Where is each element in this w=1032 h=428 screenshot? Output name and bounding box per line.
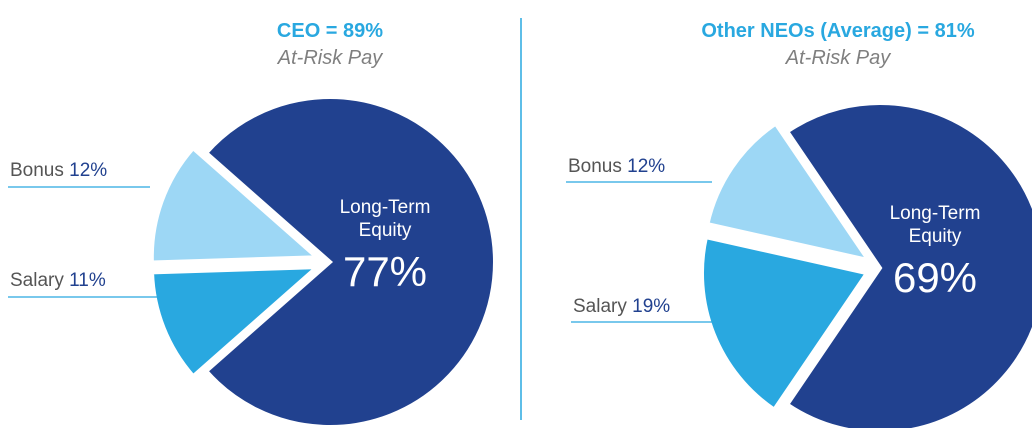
value-label: 19% — [632, 296, 671, 317]
pie-slice — [700, 234, 871, 413]
value-label: 69% — [892, 254, 978, 301]
pie-slice — [149, 145, 322, 265]
category-label: Bonus — [568, 156, 622, 177]
slice-label: Salary 19% — [573, 296, 670, 318]
slice-label: Bonus 12% — [568, 156, 665, 178]
chart-subtitle: At-Risk Pay — [785, 47, 891, 69]
value-label: 12% — [69, 160, 108, 181]
value-label: 12% — [627, 156, 666, 177]
chart-subtitle: At-Risk Pay — [277, 47, 383, 69]
category-label: Long-Term Equity — [339, 197, 431, 241]
pie-slice — [203, 95, 497, 428]
category-label: Salary — [573, 296, 627, 317]
pie-slice — [705, 120, 873, 264]
pie-slice — [150, 264, 323, 380]
value-label: 77% — [342, 248, 428, 295]
pie-slice — [784, 101, 1032, 428]
slice-label: Long-Term Equity 77% — [320, 196, 450, 296]
chart-title: Other NEOs (Average) = 81% — [701, 20, 975, 42]
slice-label: Salary 11% — [10, 270, 106, 292]
category-label: Long-Term Equity — [889, 203, 981, 247]
value-label: 11% — [69, 270, 106, 291]
category-label: Salary — [10, 270, 64, 291]
slice-label: Bonus 12% — [10, 160, 107, 182]
slice-label: Long-Term Equity 69% — [870, 202, 1000, 302]
chart-title: CEO = 89% — [276, 20, 384, 42]
category-label: Bonus — [10, 160, 64, 181]
